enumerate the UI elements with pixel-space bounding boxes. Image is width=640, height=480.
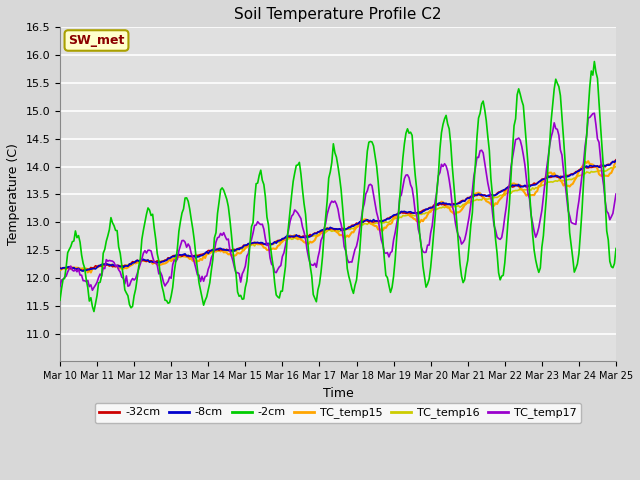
Text: SW_met: SW_met <box>68 34 125 47</box>
Y-axis label: Temperature (C): Temperature (C) <box>7 144 20 245</box>
Title: Soil Temperature Profile C2: Soil Temperature Profile C2 <box>234 7 442 22</box>
X-axis label: Time: Time <box>323 387 353 400</box>
Legend: -32cm, -8cm, -2cm, TC_temp15, TC_temp16, TC_temp17: -32cm, -8cm, -2cm, TC_temp15, TC_temp16,… <box>95 403 581 423</box>
